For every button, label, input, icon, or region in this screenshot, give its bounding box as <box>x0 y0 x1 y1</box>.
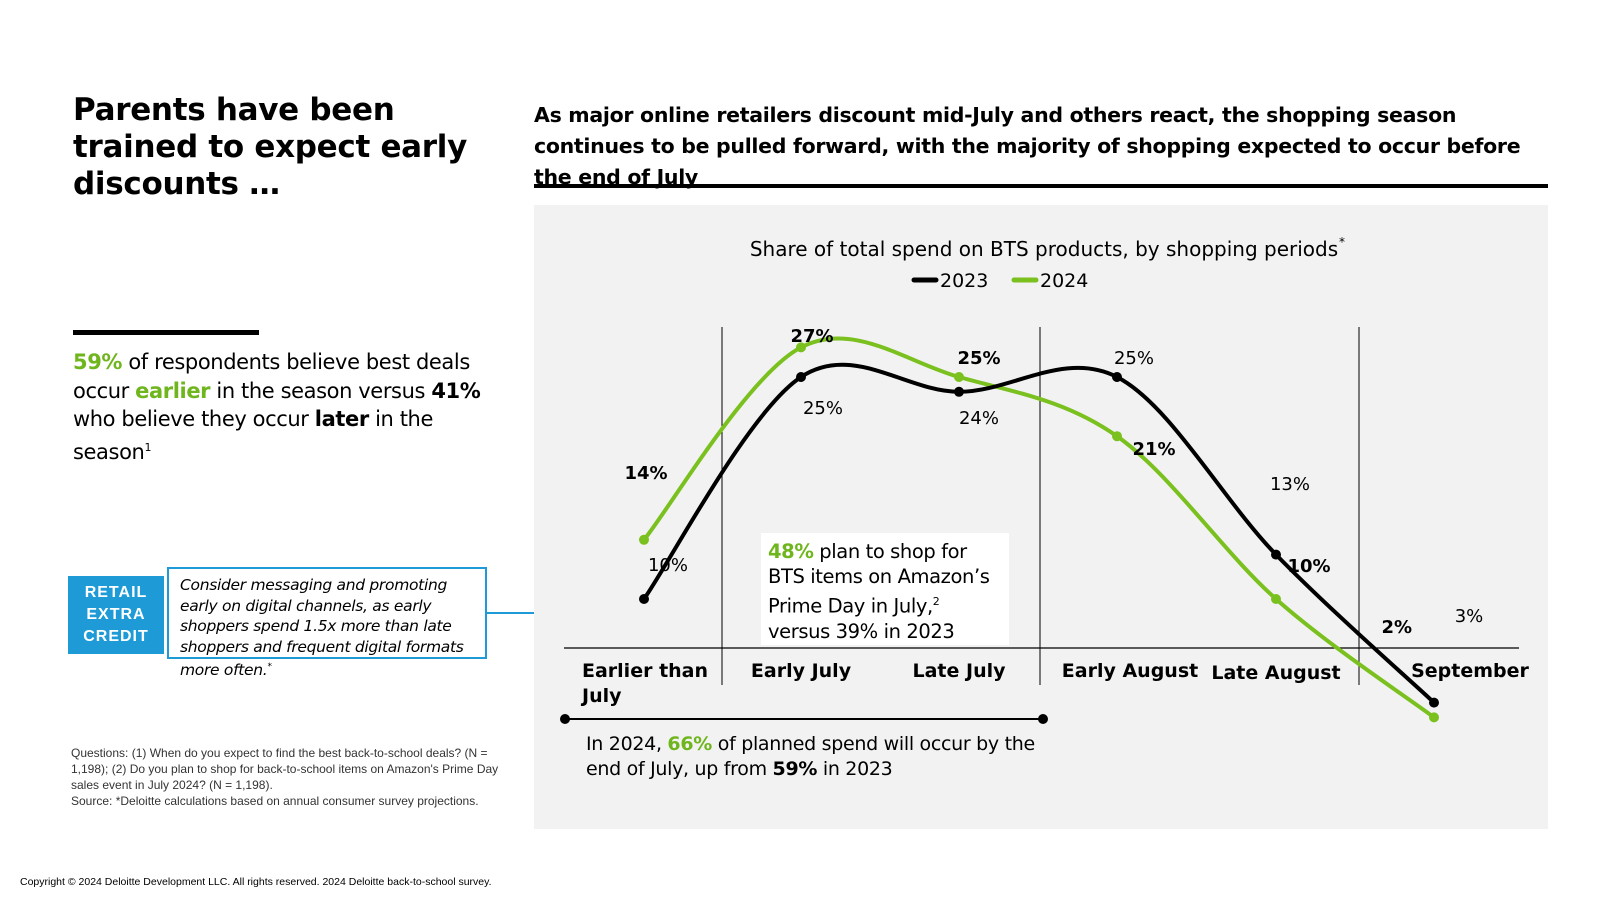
chart-headline: As major online retailers discount mid-J… <box>534 103 1521 189</box>
recommendation-mark: * <box>267 662 272 672</box>
point-2024-4 <box>1271 594 1281 604</box>
best-deals-stat: 59% of respondents believe best deals oc… <box>73 348 493 466</box>
july-bracket-start <box>560 714 570 724</box>
callout-pct: 48% <box>768 540 814 563</box>
source-note: Source: *Deloitte calculations based on … <box>71 794 479 808</box>
note-text-3: in 2023 <box>817 758 893 780</box>
legend-label-2024: 2024 <box>1040 270 1088 292</box>
category-label-0: Earlier than <box>582 660 708 682</box>
tag-line-1: RETAIL <box>84 584 148 601</box>
data-label-2024-1: 27% <box>790 326 833 347</box>
planned-spend-note: In 2024, 66% of planned spend will occur… <box>586 732 1046 782</box>
point-2023-1 <box>796 372 806 382</box>
note-pct-2024: 66% <box>667 733 712 755</box>
category-label-0-line-1: July <box>580 685 622 707</box>
category-label-1: Early July <box>751 660 852 682</box>
headline-divider <box>534 184 1548 188</box>
data-label-2023-0: 10% <box>648 555 688 576</box>
footnotes: Questions: (1) When do you expect to fin… <box>71 745 501 809</box>
copyright: Copyright © 2024 Deloitte Development LL… <box>20 876 492 888</box>
page-title: Parents have been trained to expect earl… <box>73 92 468 202</box>
point-2023-4 <box>1271 549 1281 560</box>
stat-text-1: of respondents believe best deals occur <box>73 350 470 403</box>
line-chart: Share of total spend on BTS products, by… <box>560 235 1530 724</box>
category-label-5: September <box>1411 660 1529 682</box>
point-2024-5 <box>1429 712 1439 723</box>
point-2023-5 <box>1429 697 1439 708</box>
data-label-2023-3: 25% <box>1114 348 1154 369</box>
retail-extra-credit-tag: RETAIL EXTRA CREDIT <box>68 576 164 654</box>
stat-text-3: who believe they occur <box>73 407 315 431</box>
data-label-2023-5: 3% <box>1455 606 1484 627</box>
category-label-4: Late August <box>1211 662 1340 684</box>
title-divider <box>73 330 259 335</box>
chart-panel: Share of total spend on BTS products, by… <box>534 205 1548 829</box>
stat-text-2: in the season versus <box>210 378 432 403</box>
data-label-2024-3: 21% <box>1132 439 1175 460</box>
tag-line-3: CREDIT <box>83 628 149 645</box>
point-2024-0 <box>639 534 649 545</box>
data-label-2024-2: 25% <box>957 348 1000 369</box>
questions-note: Questions: (1) When do you expect to fin… <box>71 746 499 792</box>
point-2024-3 <box>1112 431 1122 442</box>
note-pct-2023: 59% <box>772 758 818 780</box>
legend-label-2023: 2023 <box>940 270 988 292</box>
category-label-3: Early August <box>1062 660 1198 682</box>
stat-text-4: in the season <box>73 407 433 464</box>
data-label-2024-5: 2% <box>1381 617 1412 638</box>
point-2023-2 <box>954 386 964 397</box>
stat-late-pct: 41% <box>431 378 481 403</box>
point-2023-0 <box>639 594 649 604</box>
note-text-2: of planned spend will occur by the end o… <box>586 733 1035 780</box>
data-label-2023-4: 13% <box>1270 474 1310 495</box>
callout-footnote: 2 <box>932 595 940 608</box>
july-bracket-end <box>1038 714 1048 724</box>
recommendation-box: Consider messaging and promoting early o… <box>167 567 487 679</box>
point-2024-1 <box>796 342 806 353</box>
stat-footnote: 1 <box>144 440 152 454</box>
stat-earlier-word: earlier <box>135 378 211 403</box>
data-label-2023-2: 24% <box>959 408 999 429</box>
stat-later-word: later <box>314 407 369 431</box>
data-label-2023-1: 25% <box>803 398 843 419</box>
point-2024-2 <box>954 372 964 382</box>
data-label-2024-0: 14% <box>624 463 667 484</box>
prime-day-callout: 48% plan to shop for BTS items on Amazon… <box>761 533 1009 645</box>
chart-title: Share of total spend on BTS products, by… <box>750 237 1338 261</box>
chart-title-mark: * <box>1339 235 1345 249</box>
category-label-2: Late July <box>912 660 1006 682</box>
series-line-2024 <box>642 336 1436 720</box>
series-line-2023 <box>642 362 1436 705</box>
stat-early-pct: 59% <box>73 350 123 374</box>
tag-line-2: EXTRA <box>86 606 146 623</box>
callout-text-1: plan to shop for BTS items on Amazon’s P… <box>768 540 990 618</box>
callout-text-2: versus 39% in 2023 <box>768 619 955 643</box>
data-label-2024-4: 10% <box>1287 556 1330 577</box>
note-text-1: In 2024, <box>586 733 668 755</box>
point-2023-3 <box>1112 372 1122 382</box>
recommendation-text: Consider messaging and promoting early o… <box>180 576 464 680</box>
